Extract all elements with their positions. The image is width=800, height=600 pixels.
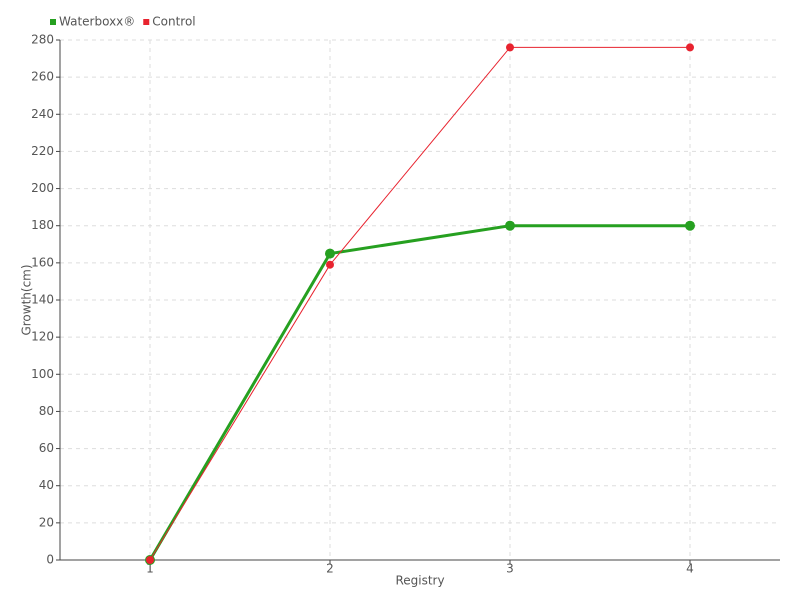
y-axis-label: Growth(cm) <box>20 264 34 335</box>
legend-label: Waterboxx® <box>59 15 135 29</box>
y-tick-label: 0 <box>46 553 54 567</box>
legend-swatch <box>143 19 150 25</box>
data-point <box>326 260 334 269</box>
y-tick-label: 260 <box>31 70 54 84</box>
y-tick-label: 120 <box>31 330 54 344</box>
data-point <box>506 43 514 52</box>
series-line <box>148 224 690 561</box>
y-tick-label: 40 <box>39 478 54 492</box>
legend-label: Control <box>152 15 195 29</box>
data-point <box>146 556 154 564</box>
y-tick-label: 160 <box>31 255 54 269</box>
y-tick-label: 20 <box>39 515 54 529</box>
legend-swatch <box>50 19 56 25</box>
x-tick-label: 4 <box>686 562 694 576</box>
data-point <box>686 43 694 52</box>
x-tick-label: 2 <box>326 562 334 576</box>
series-line <box>149 46 690 561</box>
data-point <box>505 220 515 231</box>
data-point <box>685 220 695 231</box>
y-tick-label: 140 <box>31 293 54 307</box>
x-tick-label: 1 <box>146 562 154 576</box>
y-tick-label: 60 <box>39 441 54 455</box>
y-tick-label: 80 <box>39 404 54 418</box>
y-tick-label: 240 <box>31 107 54 121</box>
x-axis-label: Registry <box>395 574 444 588</box>
y-tick-label: 280 <box>31 33 54 47</box>
y-tick-label: 100 <box>31 367 54 381</box>
y-tick-label: 200 <box>31 181 54 195</box>
y-tick-label: 220 <box>31 144 54 158</box>
data-point <box>325 248 335 259</box>
y-tick-label: 180 <box>31 218 54 232</box>
x-tick-label: 3 <box>506 562 514 576</box>
